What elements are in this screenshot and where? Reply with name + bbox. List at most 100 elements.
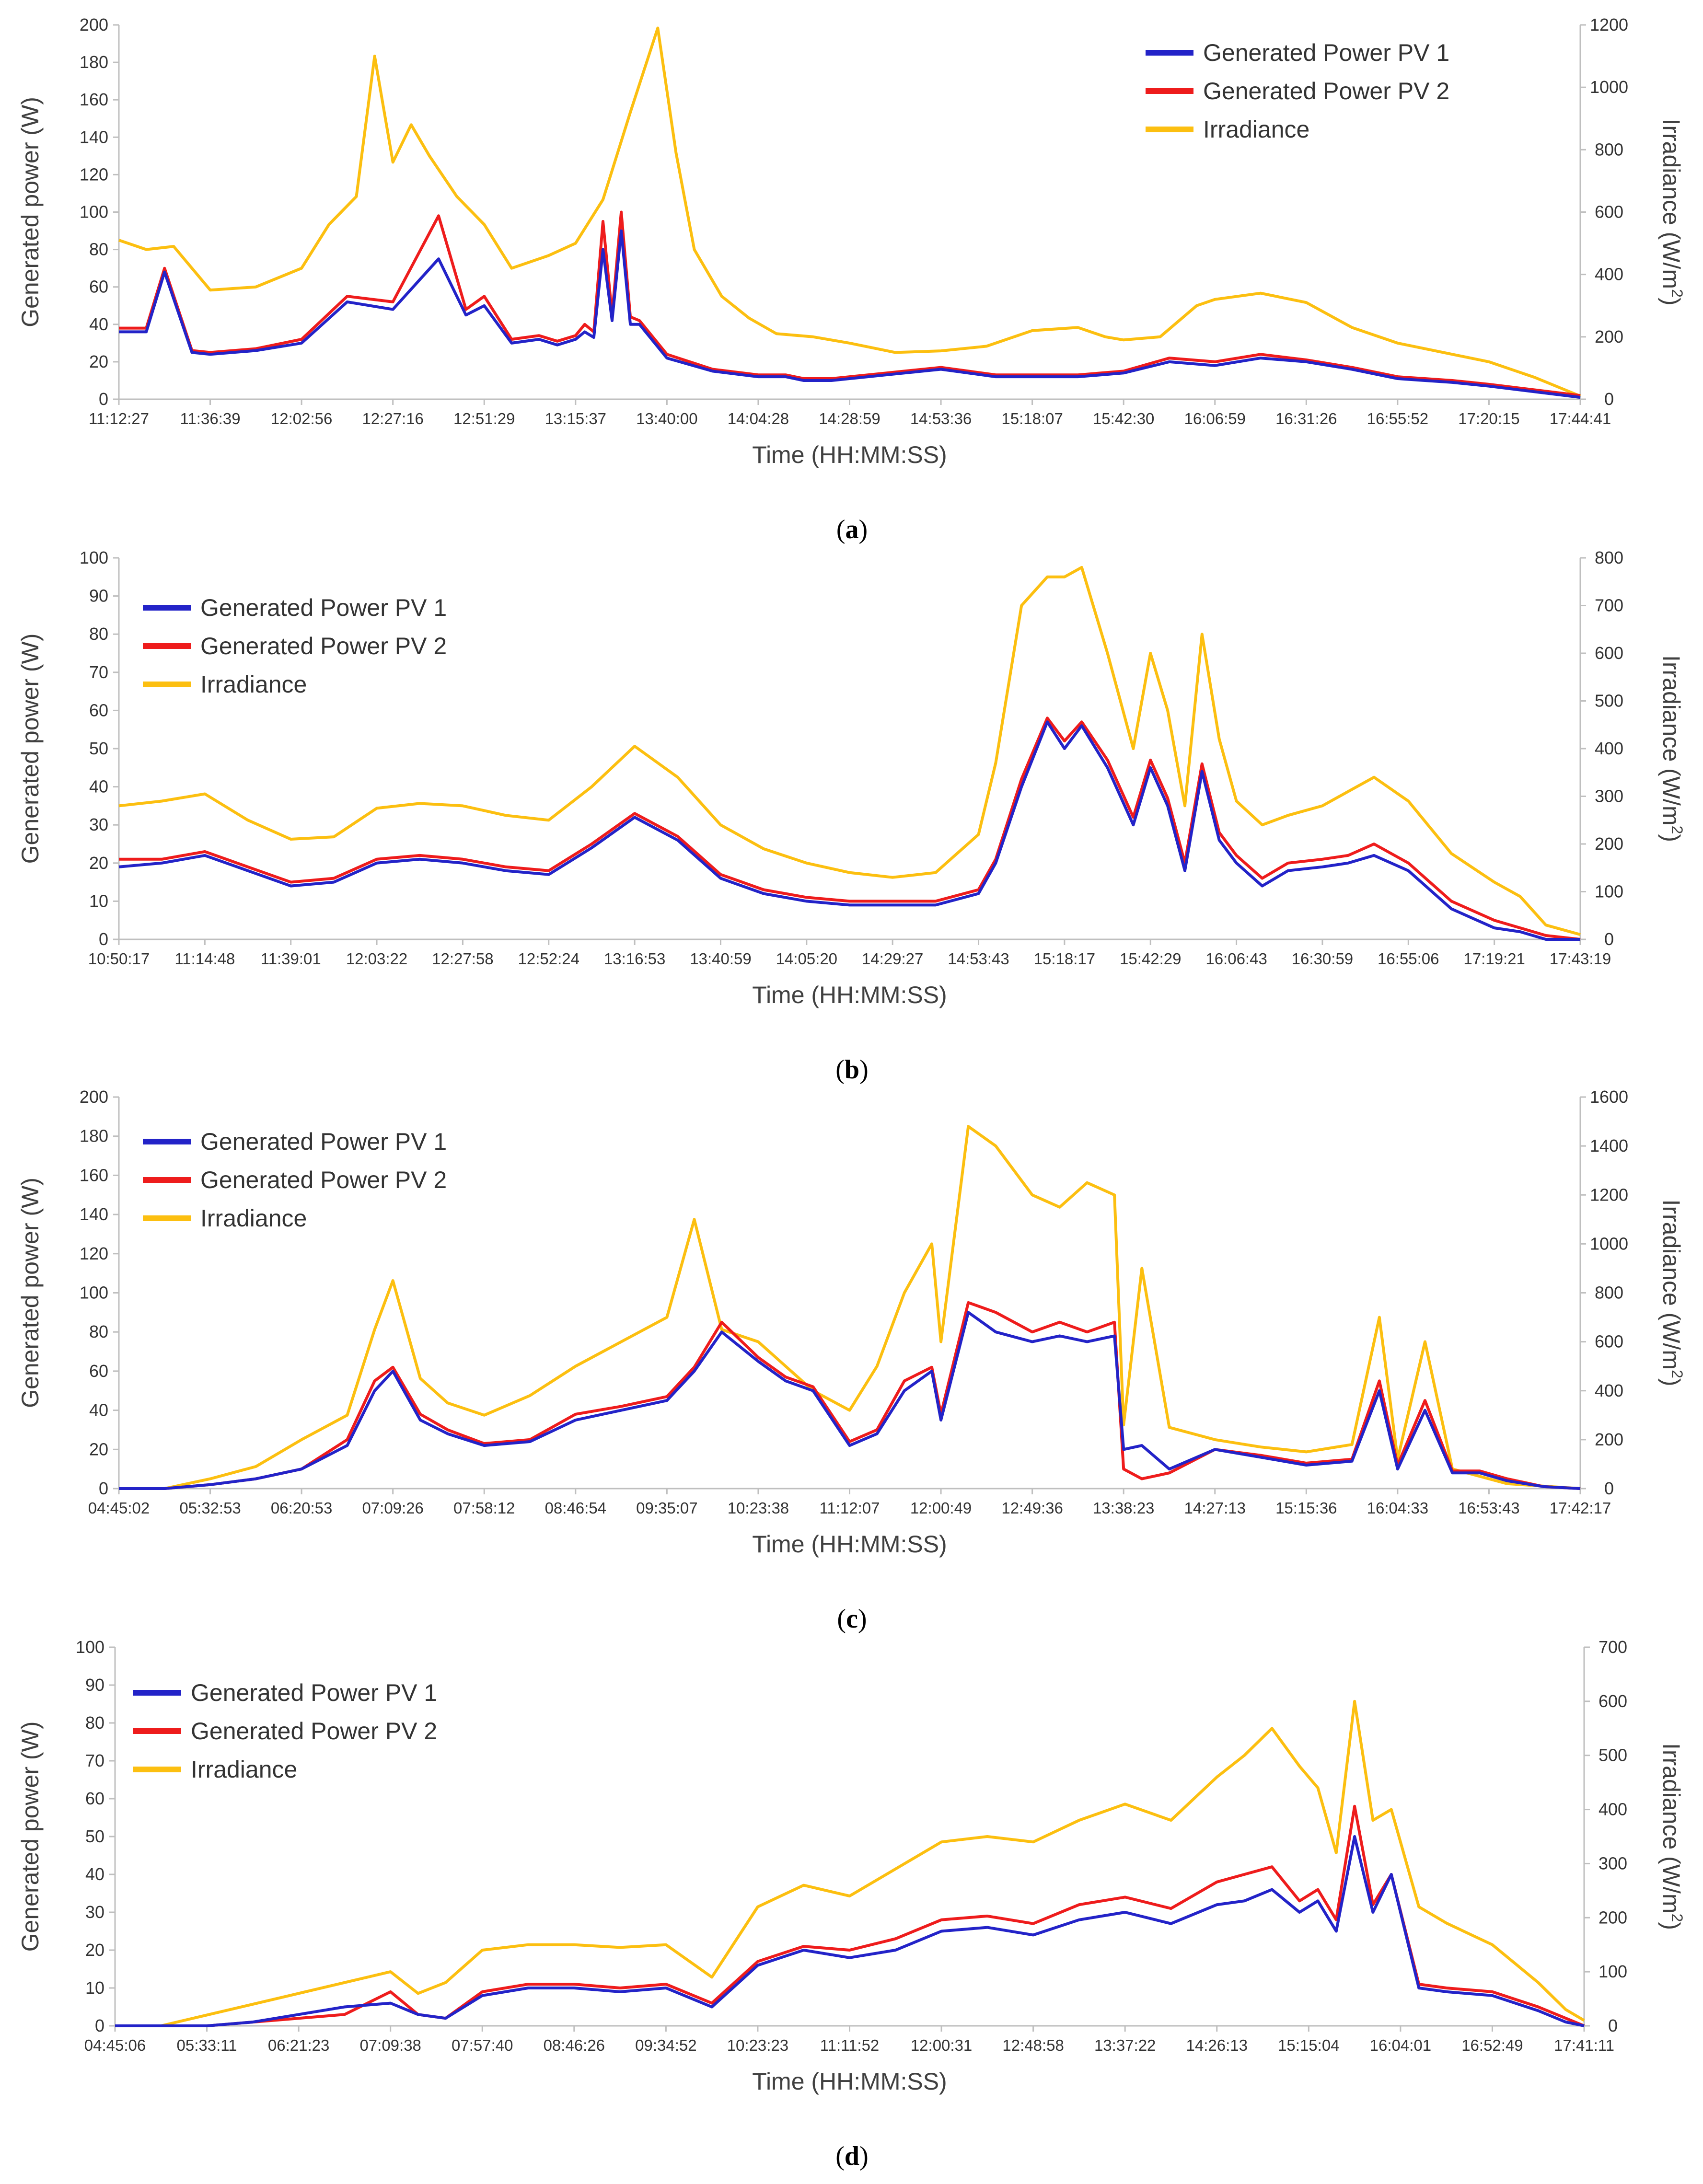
panel-label: (a) xyxy=(836,515,868,544)
legend-label: Irradiance xyxy=(1203,116,1309,143)
y2-tick-label: 0 xyxy=(1604,389,1614,409)
x-tick-label: 12:48:58 xyxy=(1002,2036,1064,2054)
x-tick-label: 13:16:53 xyxy=(604,950,665,968)
x-tick-label: 14:28:59 xyxy=(819,410,880,428)
legend-label: Generated Power PV 2 xyxy=(200,633,447,659)
y-tick-label: 200 xyxy=(80,15,108,35)
series-line-irradiance xyxy=(115,1699,1585,2027)
y2-tick-label: 200 xyxy=(1599,1907,1627,1927)
x-tick-label: 12:52:24 xyxy=(518,950,579,968)
x-tick-label: 07:09:38 xyxy=(359,2036,421,2054)
y2-tick-label: 400 xyxy=(1595,739,1623,758)
x-tick-label: 15:18:07 xyxy=(1001,410,1063,428)
y-tick-label: 160 xyxy=(80,1165,108,1185)
x-tick-label: 05:32:53 xyxy=(179,1499,241,1517)
y-tick-label: 60 xyxy=(89,277,108,297)
y2-tick-label: 1400 xyxy=(1590,1136,1628,1156)
y2-tick-label: 300 xyxy=(1599,1853,1627,1873)
x-tick-label: 16:55:52 xyxy=(1367,410,1428,428)
y-tick-label: 140 xyxy=(80,127,108,147)
y-tick-label: 0 xyxy=(95,2016,104,2035)
y2-axis-title-main: Irradiance (W/m xyxy=(1658,1743,1685,1914)
x-tick-label: 11:12:07 xyxy=(819,1499,880,1517)
x-tick-label: 14:53:36 xyxy=(910,410,972,428)
x-tick-label: 14:04:28 xyxy=(728,410,789,428)
y-tick-label: 70 xyxy=(89,662,108,682)
legend-label: Generated Power PV 1 xyxy=(200,594,447,621)
y-tick-label: 80 xyxy=(89,624,108,644)
y-axis-title: Generated power (W) xyxy=(17,1722,44,1952)
y-tick-label: 0 xyxy=(99,1479,108,1498)
y2-tick-label: 800 xyxy=(1595,139,1623,159)
x-tick-label: 14:05:20 xyxy=(776,950,837,968)
y-tick-label: 100 xyxy=(80,548,108,567)
x-tick-label: 17:41:11 xyxy=(1554,2036,1614,2054)
y-tick-label: 40 xyxy=(89,1400,108,1420)
x-tick-label: 09:34:52 xyxy=(635,2036,696,2054)
y2-tick-label: 400 xyxy=(1599,1800,1627,1819)
x-tick-label: 12:00:31 xyxy=(911,2036,972,2054)
y-tick-label: 40 xyxy=(85,1864,104,1884)
series-line-pv2 xyxy=(115,1804,1585,2027)
panel-label-letter: a xyxy=(846,515,859,544)
x-axis-title: Time (HH:MM:SS) xyxy=(752,441,947,468)
x-tick-label: 09:35:07 xyxy=(636,1499,697,1517)
y-tick-label: 120 xyxy=(80,1244,108,1263)
y2-tick-label: 700 xyxy=(1595,596,1623,615)
x-tick-label: 12:49:36 xyxy=(1001,1499,1063,1517)
y2-tick-label: 600 xyxy=(1599,1691,1627,1711)
x-tick-label: 04:45:06 xyxy=(84,2036,146,2054)
legend-label: Irradiance xyxy=(200,1205,307,1232)
series-line-irradiance xyxy=(118,566,1581,936)
y2-axis-title: Irradiance (W/m2) xyxy=(1658,655,1686,842)
y2-axis-title-superscript: 2 xyxy=(1668,826,1686,834)
y-axis-title: Generated power (W) xyxy=(17,1178,44,1408)
x-tick-label: 16:31:26 xyxy=(1275,410,1337,428)
series-line-pv2 xyxy=(119,210,1581,397)
x-tick-label: 14:26:13 xyxy=(1186,2036,1248,2054)
y-tick-label: 80 xyxy=(89,240,108,259)
x-tick-label: 11:36:39 xyxy=(180,410,241,428)
legend-item-pv1: Generated Power PV 1 xyxy=(143,594,447,621)
x-axis-title: Time (HH:MM:SS) xyxy=(752,982,947,1008)
x-tick-label: 17:43:19 xyxy=(1550,950,1611,968)
y2-tick-label: 100 xyxy=(1599,1962,1627,1981)
y2-tick-label: 1600 xyxy=(1590,1087,1628,1107)
panel-label: (c) xyxy=(837,1604,867,1634)
y2-tick-label: 800 xyxy=(1595,1283,1623,1303)
x-tick-label: 08:46:54 xyxy=(545,1499,606,1517)
y-tick-label: 140 xyxy=(80,1204,108,1224)
x-tick-label: 15:15:36 xyxy=(1275,1499,1337,1517)
chart-panel-b: 0 10 20 30 40 50 60 70 80 90 100 0 100 200 300 400 500 60… xyxy=(17,548,1686,1085)
y2-tick-label: 600 xyxy=(1595,1332,1623,1352)
y-tick-label: 20 xyxy=(89,352,108,371)
series-line-pv1 xyxy=(119,1311,1581,1490)
x-tick-label: 17:44:41 xyxy=(1550,410,1611,428)
y-tick-label: 50 xyxy=(85,1826,104,1846)
y-tick-label: 40 xyxy=(89,777,108,797)
x-tick-label: 16:06:59 xyxy=(1184,410,1246,428)
x-tick-label: 13:40:00 xyxy=(636,410,697,428)
y2-tick-label: 500 xyxy=(1595,691,1623,711)
y2-tick-label: 100 xyxy=(1595,882,1623,901)
x-tick-label: 06:20:53 xyxy=(271,1499,332,1517)
x-tick-label: 12:00:49 xyxy=(910,1499,972,1517)
x-tick-label: 12:03:22 xyxy=(346,950,407,968)
x-tick-label: 10:23:38 xyxy=(728,1499,789,1517)
y2-axis-title-superscript: 2 xyxy=(1668,1914,1686,1922)
chart-panel-c: 0 20 40 60 80 100 120 140 160 180 200 0 200 400 600 800… xyxy=(17,1087,1686,1634)
x-axis-title: Time (HH:MM:SS) xyxy=(752,2068,947,2095)
y2-axis-title-end: ) xyxy=(1658,1378,1685,1387)
y-tick-label: 0 xyxy=(99,929,108,949)
y2-tick-label: 600 xyxy=(1595,643,1623,663)
legend-item-pv1: Generated Power PV 1 xyxy=(1146,39,1449,66)
x-tick-label: 06:21:23 xyxy=(268,2036,329,2054)
y2-axis-title-main: Irradiance (W/m xyxy=(1658,655,1685,826)
legend-label: Generated Power PV 1 xyxy=(200,1128,447,1155)
y-tick-label: 100 xyxy=(80,1283,108,1303)
x-tick-label: 16:06:43 xyxy=(1205,950,1267,968)
panel-label-letter: c xyxy=(846,1604,858,1634)
series-line-pv2 xyxy=(119,716,1581,941)
